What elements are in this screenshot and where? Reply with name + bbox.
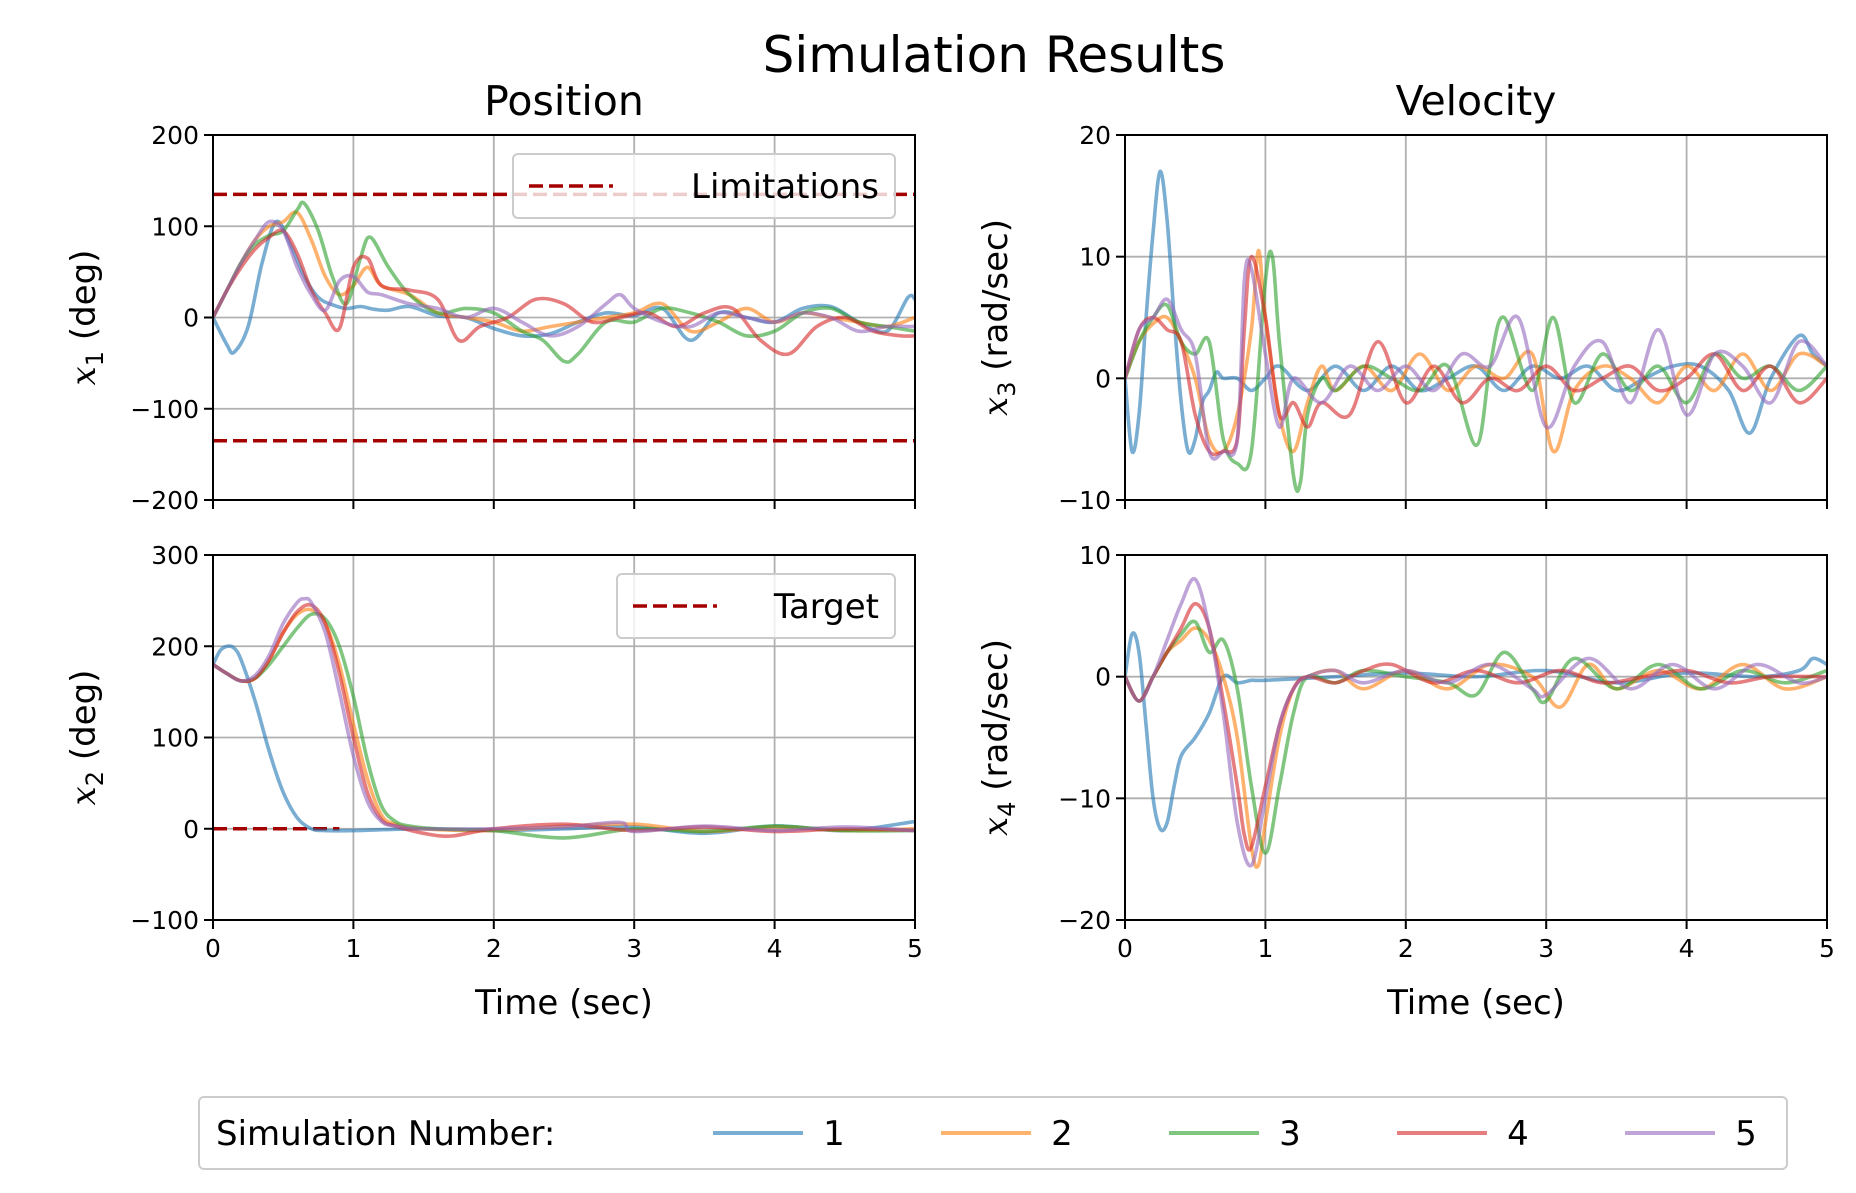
y-label-unit: (deg) — [64, 670, 104, 771]
ticks-x1: −200 −100 0 100 200 — [130, 121, 916, 515]
y-axis-label: x1 (deg) — [64, 250, 109, 386]
x-tick-label: 5 — [907, 934, 923, 963]
y-tick-label: −100 — [130, 395, 199, 424]
series-group-x4 — [1125, 576, 1827, 869]
y-tick-label: 200 — [151, 632, 199, 661]
panel-title: Velocity — [1396, 77, 1557, 125]
x-tick-label: 0 — [205, 934, 221, 963]
y-tick-label: −10 — [1058, 486, 1111, 515]
axes-legend-x2: Target — [616, 573, 896, 639]
y-tick-label: −20 — [1058, 906, 1111, 935]
legend-box — [512, 153, 896, 219]
x-tick-label: 2 — [1398, 934, 1414, 963]
y-label-unit: (rad/sec) — [976, 219, 1016, 382]
y-label-unit: (rad/sec) — [976, 639, 1016, 802]
series-line-3 — [213, 611, 915, 840]
y-label-subscript: 1 — [81, 351, 109, 366]
y-tick-label: 0 — [1095, 364, 1111, 393]
y-tick-label: 20 — [1079, 121, 1111, 150]
y-label-symbol: x — [976, 397, 1016, 416]
y-axis-label: x2 (deg) — [64, 670, 109, 806]
series-line-3 — [1125, 249, 1827, 494]
figure-legend: Simulation Number: 1 2 3 4 5 — [198, 1096, 1788, 1170]
series-line-5 — [1125, 576, 1827, 868]
axes-frame-x3 — [1124, 134, 1828, 501]
y-label-subscript: 2 — [81, 771, 109, 786]
legend-label-reference: Limitations — [691, 167, 879, 207]
series-line-4 — [213, 228, 915, 357]
ticks-x3: −10 0 10 20 — [1058, 121, 1828, 515]
y-tick-label: −10 — [1058, 784, 1111, 813]
figure-legend-label-2: 2 — [1051, 1114, 1073, 1154]
x-tick-label: 3 — [626, 934, 642, 963]
y-tick-label: 0 — [1095, 663, 1111, 692]
y-tick-label: 300 — [151, 541, 199, 570]
x-axis-label: Time (sec) — [1386, 983, 1565, 1023]
y-tick-label: −100 — [130, 906, 199, 935]
y-label-symbol: x — [976, 817, 1016, 836]
x-tick-label: 4 — [767, 934, 783, 963]
y-tick-label: 200 — [151, 121, 199, 150]
y-tick-label: 10 — [1079, 541, 1111, 570]
figure-legend-label-5: 5 — [1735, 1114, 1757, 1154]
legend-box — [616, 573, 896, 639]
y-label-unit: (deg) — [64, 250, 104, 351]
series-group-x3 — [1125, 169, 1827, 494]
panel-title: Position — [484, 77, 644, 125]
y-tick-label: 0 — [183, 304, 199, 333]
y-axis-label: x4 (rad/sec) — [976, 639, 1021, 836]
series-line-5 — [213, 596, 915, 834]
figure-legend-label-4: 4 — [1507, 1114, 1529, 1154]
x-tick-label: 5 — [1819, 934, 1835, 963]
series-group-x2 — [213, 596, 915, 840]
x-tick-label: 3 — [1538, 934, 1554, 963]
y-label-symbol: x — [64, 366, 104, 385]
series-group-x1 — [213, 200, 915, 364]
x-tick-label: 4 — [1679, 934, 1695, 963]
series-line-3 — [213, 200, 915, 364]
y-tick-label: 100 — [151, 212, 199, 241]
x-tick-label: 0 — [1117, 934, 1133, 963]
x-tick-label: 1 — [345, 934, 361, 963]
figure-title: Simulation Results — [763, 26, 1226, 84]
panel-x3: −10 0 10 20 Velocity x3 (rad/sec) — [976, 77, 1828, 515]
figure-legend-title: Simulation Number: — [216, 1114, 555, 1154]
y-label-subscript: 3 — [993, 382, 1021, 397]
y-label-symbol: x — [64, 786, 104, 805]
panel-x1: −200 −100 0 100 200 Position x1 (deg) Limitatio… — [64, 77, 916, 515]
y-tick-label: −200 — [130, 486, 199, 515]
series-line-4 — [1125, 254, 1827, 457]
x-tick-label: 1 — [1257, 934, 1273, 963]
legend-label-reference: Target — [773, 587, 879, 627]
x-tick-label: 2 — [486, 934, 502, 963]
series-line-5 — [1125, 257, 1827, 461]
y-tick-label: 10 — [1079, 243, 1111, 272]
x-axis-label: Time (sec) — [474, 983, 653, 1023]
y-axis-label: x3 (rad/sec) — [976, 219, 1021, 416]
y-tick-label: 100 — [151, 724, 199, 753]
figure-legend-label-1: 1 — [823, 1114, 845, 1154]
y-label-subscript: 4 — [993, 802, 1021, 817]
axes-legend-x1: Limitations — [512, 153, 896, 219]
figure-legend-label-3: 3 — [1279, 1114, 1301, 1154]
axes-frame-x4 — [1124, 554, 1828, 921]
y-tick-label: 0 — [183, 815, 199, 844]
series-line-5 — [213, 219, 915, 338]
ticks-x4: 0 1 2 3 4 5 −20 −10 0 10 — [1058, 541, 1835, 963]
